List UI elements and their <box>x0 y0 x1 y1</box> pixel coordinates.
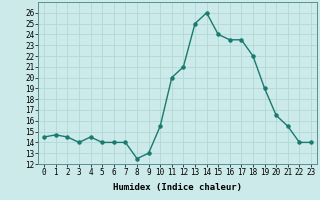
X-axis label: Humidex (Indice chaleur): Humidex (Indice chaleur) <box>113 183 242 192</box>
